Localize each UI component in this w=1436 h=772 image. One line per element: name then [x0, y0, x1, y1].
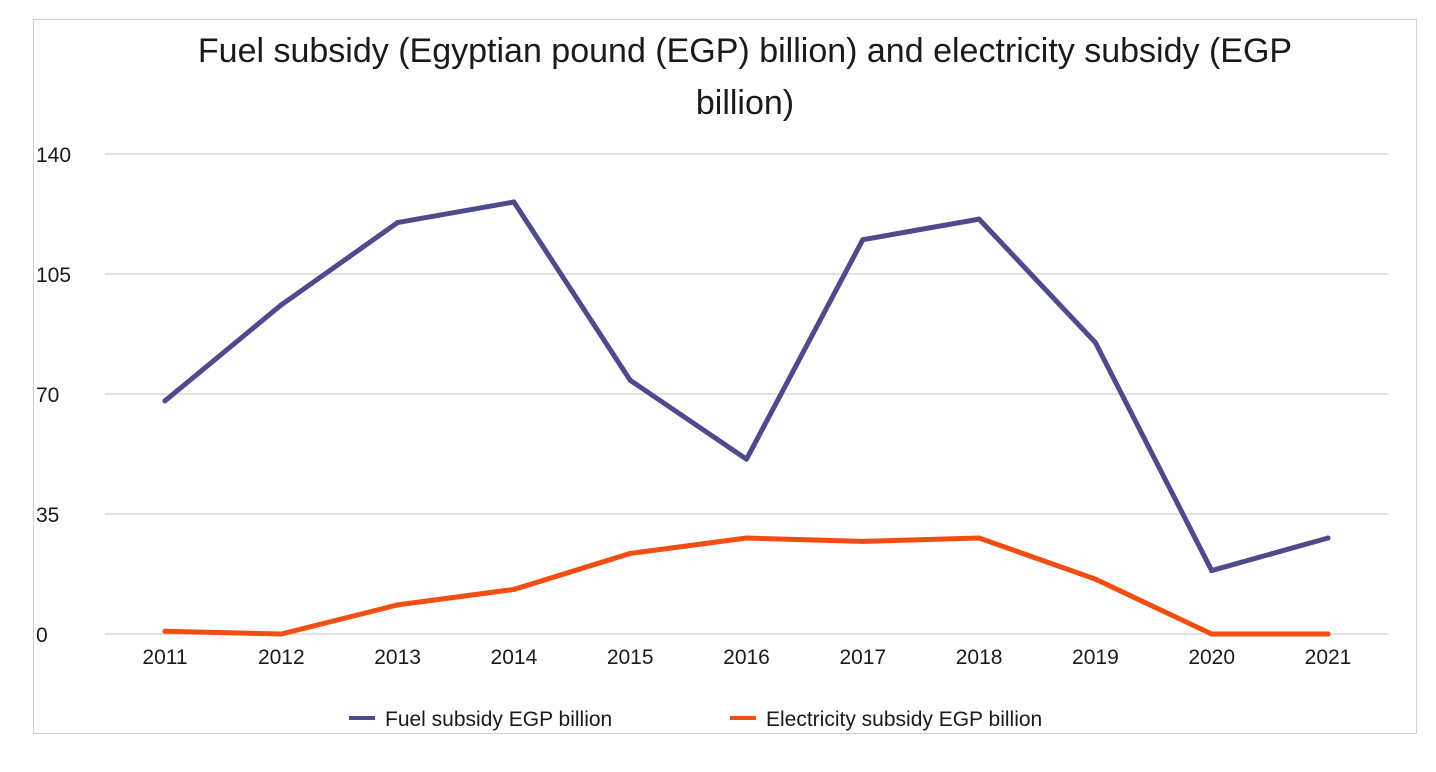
data-point-fuel[interactable]	[976, 216, 982, 222]
data-point-electricity[interactable]	[1092, 576, 1098, 582]
legend-label-electricity: Electricity subsidy EGP billion	[766, 708, 1042, 731]
legend[interactable]: Fuel subsidy EGP billion Electricity sub…	[349, 708, 1042, 731]
x-tick-label: 2016	[723, 646, 770, 669]
series-line-fuel[interactable]	[162, 199, 1331, 574]
data-point-fuel[interactable]	[162, 398, 168, 404]
data-point-fuel[interactable]	[860, 237, 866, 243]
data-point-electricity[interactable]	[860, 538, 866, 544]
y-tick-label: 35	[36, 504, 59, 527]
data-point-electricity[interactable]	[511, 586, 517, 592]
data-point-fuel[interactable]	[1209, 568, 1215, 574]
x-tick-label: 2018	[956, 646, 1003, 669]
data-point-fuel[interactable]	[1092, 340, 1098, 346]
x-axis-ticks: 2011 2012 2013 2014 2015 2016 2017 2018 2019 2020…	[142, 646, 1351, 669]
x-tick-label: 2021	[1305, 646, 1352, 669]
y-tick-label: 140	[36, 144, 71, 167]
data-point-electricity[interactable]	[395, 602, 401, 608]
data-point-fuel[interactable]	[395, 220, 401, 226]
data-point-electricity[interactable]	[1325, 631, 1331, 637]
x-tick-label: 2011	[142, 646, 187, 669]
data-point-fuel[interactable]	[278, 302, 284, 308]
x-tick-label: 2017	[839, 646, 886, 669]
y-axis-ticks: 0 35 70 105 140	[36, 144, 71, 647]
y-tick-label: 70	[36, 384, 59, 407]
data-point-fuel[interactable]	[744, 456, 749, 462]
y-tick-label: 0	[36, 624, 48, 647]
data-point-fuel[interactable]	[511, 199, 517, 205]
x-tick-label: 2015	[607, 646, 654, 669]
gridlines	[105, 153, 1388, 635]
series-lines	[162, 199, 1331, 637]
x-tick-label: 2020	[1188, 646, 1235, 669]
data-point-electricity[interactable]	[976, 535, 982, 541]
x-tick-label: 2013	[374, 646, 421, 669]
data-point-electricity[interactable]	[1209, 631, 1215, 637]
legend-label-fuel: Fuel subsidy EGP billion	[385, 708, 612, 731]
series-line-electricity[interactable]	[162, 535, 1331, 637]
y-tick-label: 105	[36, 264, 71, 287]
data-point-electricity[interactable]	[278, 631, 284, 637]
data-point-electricity[interactable]	[744, 535, 749, 541]
data-point-fuel[interactable]	[1325, 535, 1331, 541]
x-tick-label: 2019	[1072, 646, 1119, 669]
data-point-electricity[interactable]	[627, 550, 633, 556]
x-tick-label: 2012	[258, 646, 305, 669]
x-tick-label: 2014	[491, 646, 538, 669]
data-point-electricity[interactable]	[162, 628, 168, 634]
chart-title-line-1: Fuel subsidy (Egyptian pound (EGP) billi…	[198, 32, 1292, 70]
chart-title-line-2: billion)	[696, 84, 794, 122]
data-point-fuel[interactable]	[627, 377, 633, 383]
chart-frame	[33, 19, 1417, 734]
